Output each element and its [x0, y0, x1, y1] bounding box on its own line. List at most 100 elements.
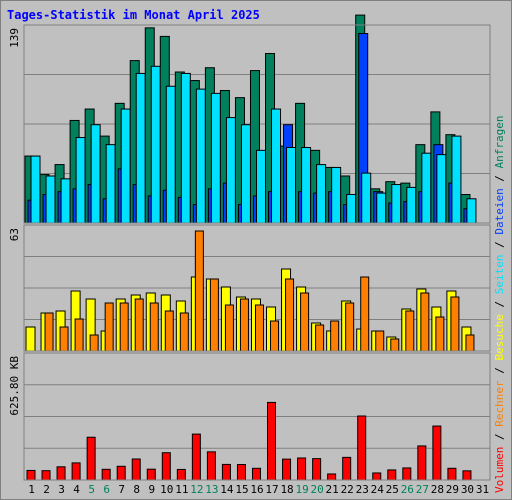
- legend-separator: /: [493, 294, 506, 314]
- bar-volumen: [221, 463, 231, 481]
- bar-seiten: [240, 124, 251, 224]
- x-tick-label: 18: [280, 483, 293, 496]
- bar-rechner: [119, 302, 129, 352]
- x-tick-label: 6: [103, 483, 110, 496]
- bar-rechner: [330, 320, 340, 352]
- bar-volumen: [357, 415, 367, 481]
- x-tick-label: 20: [311, 483, 324, 496]
- x-tick-label: 30: [461, 483, 474, 496]
- x-tick-label: 13: [205, 483, 218, 496]
- bar-rechner: [254, 304, 264, 352]
- x-tick-label: 31: [476, 483, 489, 496]
- panel-bottom-frame: [23, 352, 491, 481]
- bar-rechner: [315, 324, 325, 352]
- bar-seiten: [346, 194, 357, 224]
- bar-rechner: [345, 302, 355, 352]
- bar-rechner: [149, 302, 159, 352]
- bar-seiten: [75, 137, 86, 224]
- bar-seiten: [271, 108, 282, 224]
- bar-seiten: [421, 152, 432, 224]
- bar-volumen: [417, 445, 427, 481]
- y-max-label-middle: 63: [8, 228, 21, 241]
- x-tick-label: 26: [401, 483, 414, 496]
- legend-dateien: Dateien: [493, 188, 506, 234]
- legend-separator: /: [493, 235, 506, 255]
- bar-rechner: [360, 276, 370, 352]
- bar-volumen: [447, 467, 457, 481]
- bar-volumen: [327, 473, 337, 481]
- bar-volumen: [101, 468, 111, 481]
- chart-title: Tages-Statistik im Monat April 2025: [7, 8, 260, 22]
- bar-seiten: [210, 92, 221, 224]
- bar-rechner: [420, 292, 430, 352]
- bar-volumen: [251, 467, 261, 481]
- legend-rechner: Rechner: [493, 380, 506, 427]
- bar-rechner: [134, 298, 144, 352]
- bar-rechner: [405, 310, 415, 352]
- bar-volumen: [146, 468, 156, 481]
- bar-rechner: [450, 296, 460, 352]
- bar-seiten: [301, 147, 312, 224]
- bar-seiten: [105, 144, 116, 224]
- bar-volumen: [56, 466, 66, 481]
- x-tick-label: 9: [148, 483, 155, 496]
- legend-anfragen: Anfragen: [493, 115, 506, 168]
- x-tick-label: 7: [118, 483, 125, 496]
- legend-separator: /: [493, 168, 506, 188]
- x-tick-label: 5: [88, 483, 95, 496]
- bar-rechner: [89, 334, 99, 352]
- bar-seiten: [451, 135, 462, 224]
- bar-seiten: [286, 147, 297, 224]
- bar-seiten: [316, 164, 327, 224]
- legend: Volumen / Rechner / Besuche / Seiten / D…: [493, 115, 506, 493]
- x-tick-label: 8: [133, 483, 140, 496]
- x-tick-label: 21: [326, 483, 339, 496]
- bar-rechner: [224, 304, 234, 352]
- bar-volumen: [236, 464, 246, 481]
- bar-volumen: [116, 465, 126, 481]
- x-tick-label: 3: [58, 483, 65, 496]
- panel-top-frame: [23, 24, 491, 224]
- x-tick-label: 15: [235, 483, 248, 496]
- bar-volumen: [297, 457, 307, 481]
- legend-seiten: Seiten: [493, 255, 506, 295]
- bar-volumen: [432, 425, 442, 481]
- bar-rechner: [74, 318, 84, 352]
- bar-volumen: [462, 470, 472, 481]
- y-max-label-bottom: 625.80 KB: [8, 356, 21, 416]
- bar-rechner: [179, 312, 189, 352]
- bar-seiten: [331, 166, 342, 224]
- x-tick-label: 14: [220, 483, 234, 496]
- bar-volumen: [387, 469, 397, 481]
- bar-volumen: [206, 451, 216, 481]
- x-tick-label: 12: [190, 483, 203, 496]
- bar-volumen: [86, 436, 96, 481]
- x-tick-label: 22: [341, 483, 354, 496]
- bar-seiten: [30, 155, 41, 224]
- x-tick-label: 4: [73, 483, 80, 496]
- x-tick-label: 25: [386, 483, 399, 496]
- bar-rechner: [270, 320, 280, 352]
- bar-volumen: [267, 401, 277, 481]
- bar-rechner: [59, 326, 69, 352]
- bar-rechner: [164, 310, 174, 352]
- bar-seiten: [225, 117, 236, 224]
- x-tick-label: 11: [175, 483, 188, 496]
- bar-seiten: [376, 192, 387, 224]
- x-tick-label: 10: [160, 483, 173, 496]
- bar-seiten: [195, 88, 206, 224]
- bar-seiten: [180, 72, 191, 224]
- bar-besuche: [25, 326, 36, 352]
- bar-rechner: [390, 338, 400, 352]
- bar-volumen: [41, 470, 51, 481]
- bar-volumen: [26, 469, 36, 481]
- bar-seiten: [90, 124, 101, 224]
- bar-seiten: [391, 184, 402, 224]
- x-tick-label: 24: [371, 483, 385, 496]
- bar-seiten: [406, 186, 417, 224]
- bar-volumen: [372, 472, 382, 481]
- bar-seiten: [135, 72, 146, 224]
- bar-seiten: [466, 198, 477, 224]
- bar-volumen: [131, 458, 141, 481]
- bar-rechner: [375, 330, 385, 352]
